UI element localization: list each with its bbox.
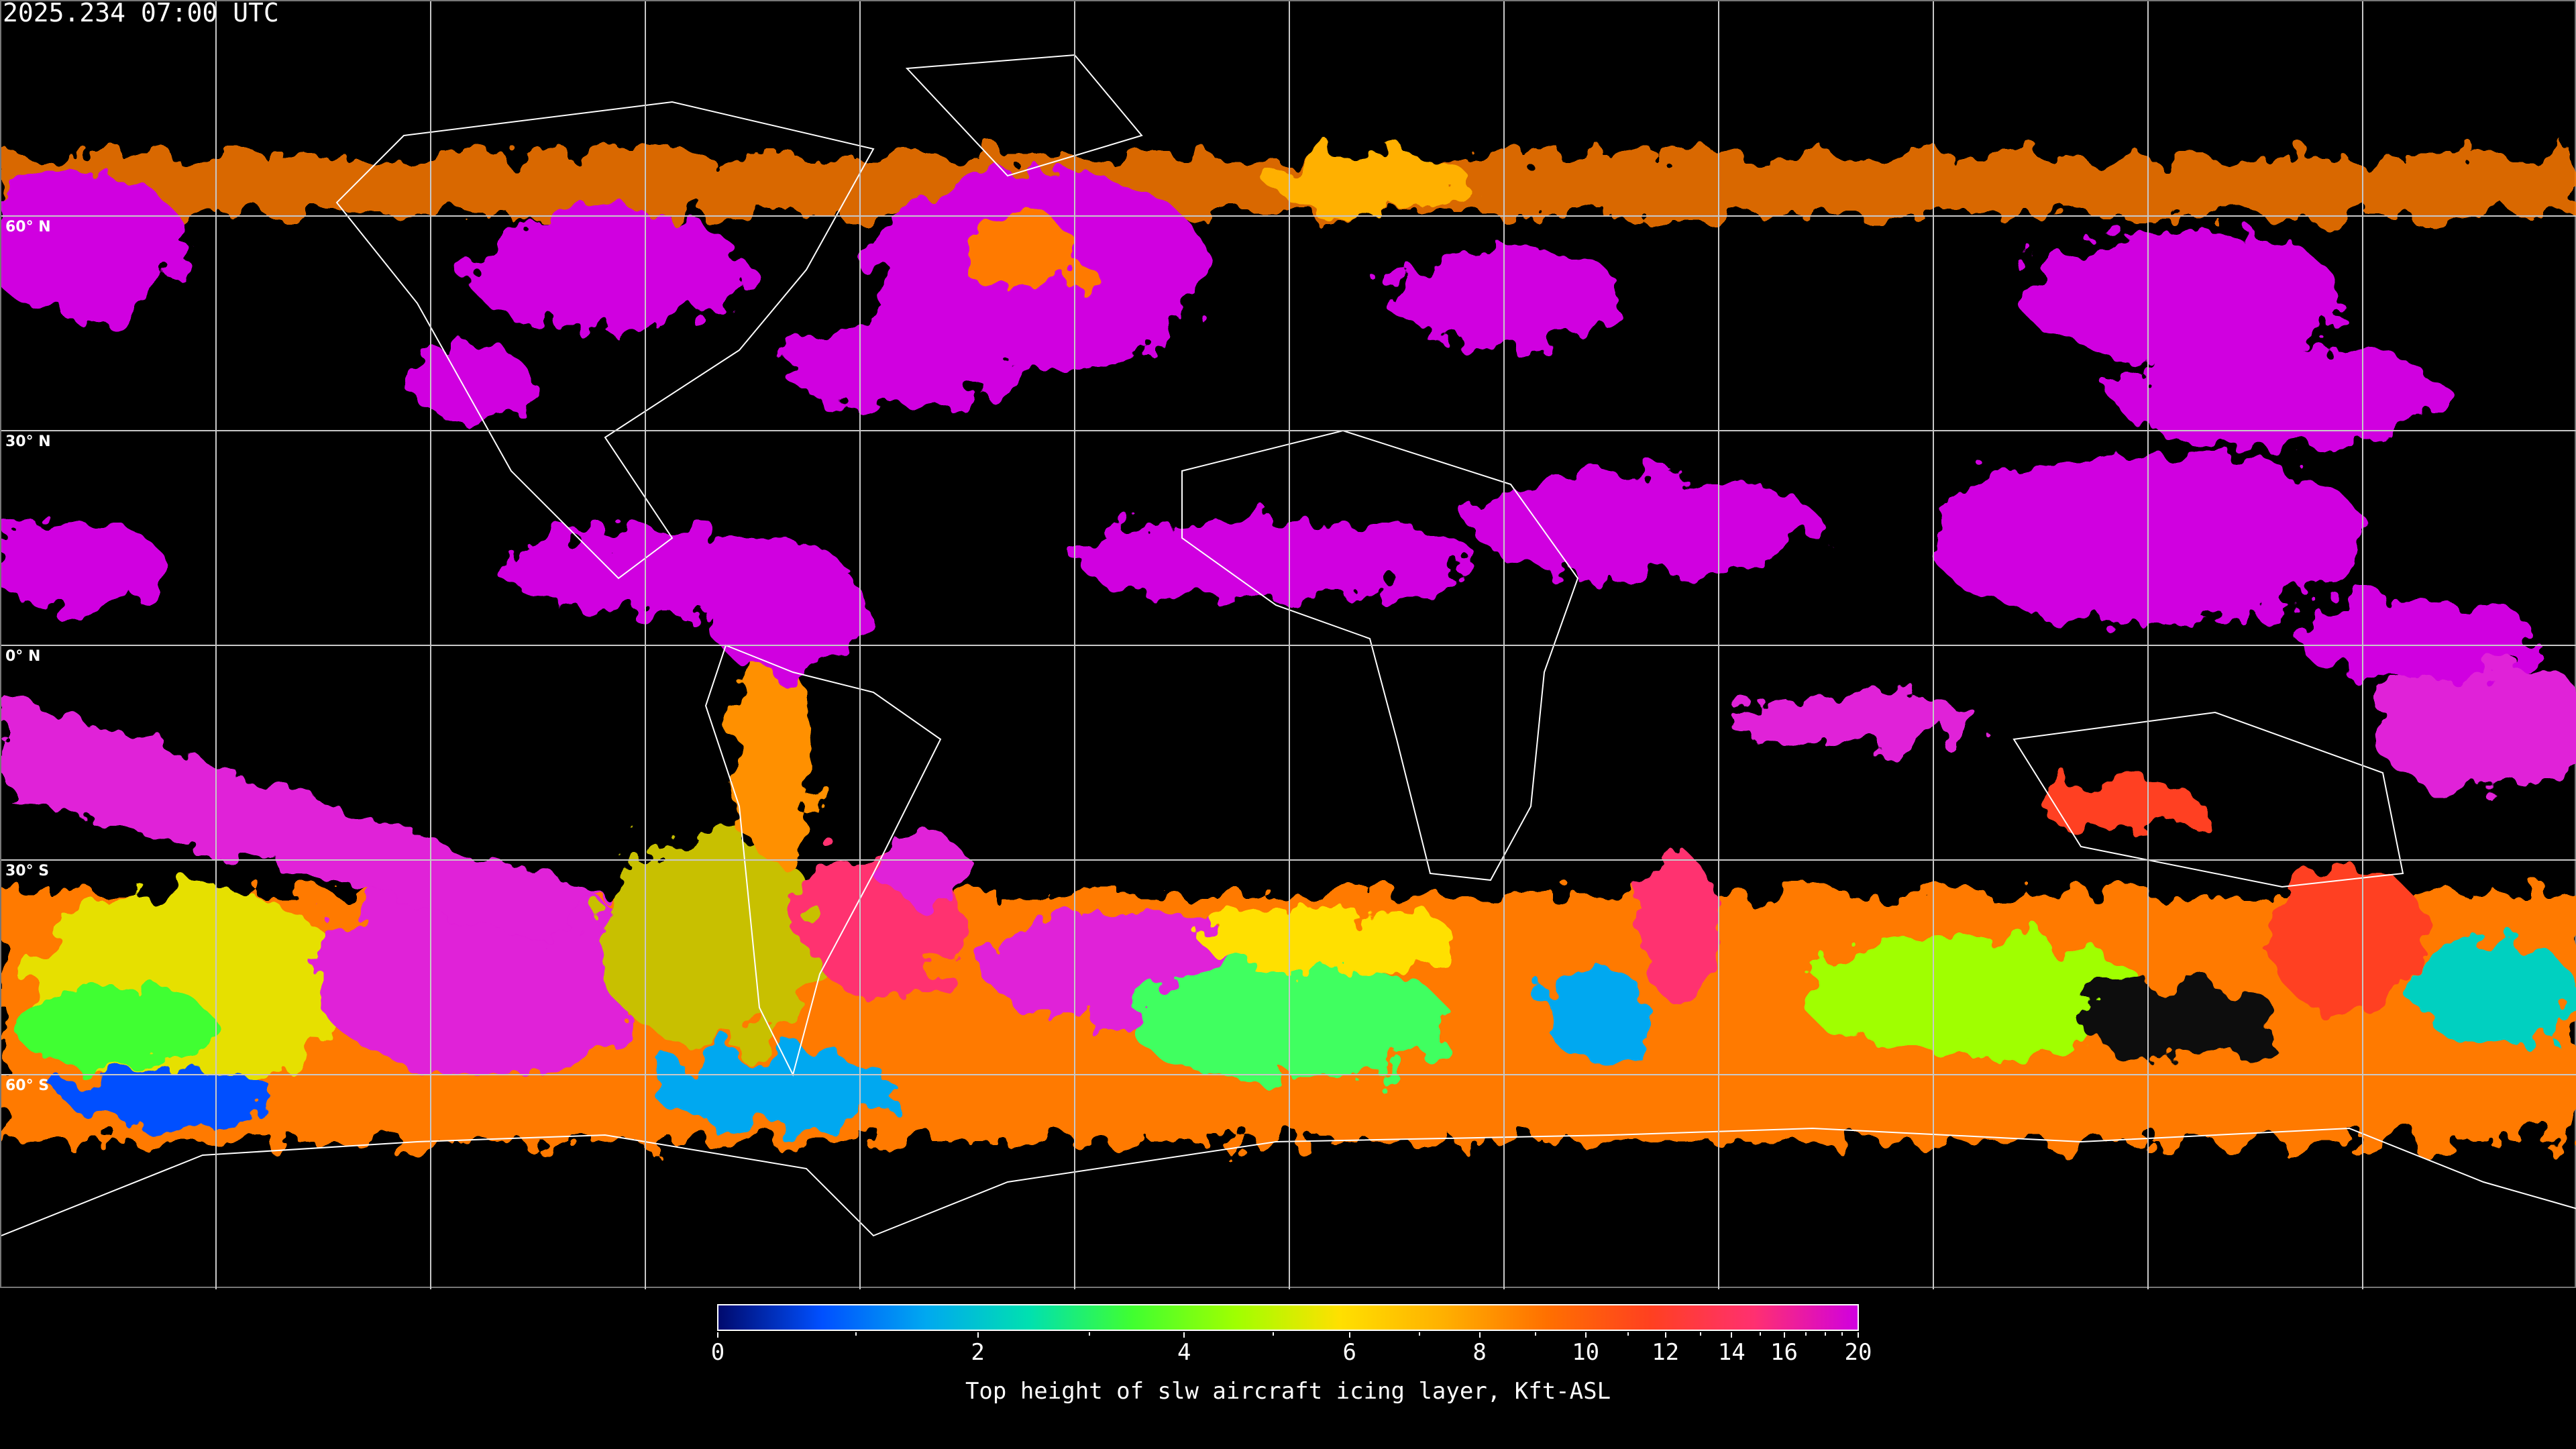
colorbar-minor-tick <box>1089 1332 1091 1336</box>
south-america-coastline <box>704 644 942 1077</box>
icing-area <box>1202 907 1457 974</box>
icing-area <box>310 873 659 1075</box>
colorbar-major-tick <box>1585 1332 1587 1338</box>
lat-label-30s: 30° S <box>5 863 50 879</box>
colorbar-minor-tick <box>1824 1332 1826 1336</box>
icing-area <box>0 169 182 317</box>
colorbar-minor-tick <box>1418 1332 1420 1336</box>
colorbar-major-tick <box>1731 1332 1733 1338</box>
graticule <box>1 1 2576 1289</box>
icing-area <box>961 216 1081 297</box>
colorbar-major-tick <box>1664 1332 1666 1338</box>
lat-label-equator: 0° N <box>5 648 41 665</box>
icing-area <box>706 551 867 672</box>
colorbar-tick-label: 4 <box>1177 1339 1191 1366</box>
icing-areas <box>0 149 2576 1142</box>
colorbar-tick-label: 16 <box>1770 1339 1798 1366</box>
icing-area <box>1269 149 1470 216</box>
colorbar-tick-label: 2 <box>971 1339 985 1366</box>
colorbar-tick-label: 0 <box>710 1339 725 1366</box>
lat-label-60n: 60° N <box>5 219 51 235</box>
greenland-coastline <box>905 54 1143 177</box>
icing-area <box>1544 967 1652 1061</box>
icing-area <box>652 1048 894 1128</box>
colorbar-tick-label: 20 <box>1844 1339 1872 1366</box>
colorbar-minor-tick <box>1700 1332 1702 1336</box>
colorbar-tick-label: 6 <box>1342 1339 1357 1366</box>
icing-area <box>873 833 967 900</box>
colorbar-minor-tick <box>855 1332 857 1336</box>
icing-area <box>15 987 216 1068</box>
australia-coastline <box>2012 711 2404 888</box>
icing-area <box>2416 941 2576 1048</box>
icing-area <box>1799 934 2148 1055</box>
icing-area <box>2081 981 2282 1061</box>
colorbar <box>717 1304 1859 1331</box>
timestamp-title: 2025.234 07:00 UTC <box>3 0 279 28</box>
colorbar-minor-tick <box>1272 1332 1274 1336</box>
icing-area <box>2114 343 2450 451</box>
colorbar-tick-label: 10 <box>1572 1339 1600 1366</box>
icing-area <box>2041 780 2202 833</box>
icing-area <box>411 343 531 424</box>
icing-area <box>598 833 826 1048</box>
lat-label-30n: 30° N <box>5 433 51 450</box>
icing-area <box>1 692 605 941</box>
colorbar-tick-label: 14 <box>1717 1339 1746 1366</box>
lat-label-60s: 60° S <box>5 1077 50 1094</box>
icing-area <box>733 659 813 860</box>
colorbar-minor-tick <box>1841 1332 1843 1336</box>
colorbar-tick-label: 12 <box>1652 1339 1680 1366</box>
colorbar-minor-tick <box>1759 1332 1761 1336</box>
icing-area <box>464 209 746 330</box>
colorbar-tick-label: 8 <box>1472 1339 1487 1366</box>
colorbar-major-tick <box>1783 1332 1785 1338</box>
colorbar-minor-tick <box>1805 1332 1807 1336</box>
icing-area <box>2296 598 2537 679</box>
icing-area <box>1725 692 1980 746</box>
colorbar-major-tick <box>977 1332 979 1338</box>
colorbar-major-tick <box>1858 1332 1859 1338</box>
coastlines <box>1 54 2576 1237</box>
icing-area <box>2269 867 2430 1014</box>
icing-area <box>0 518 162 612</box>
africa-coastline <box>1181 429 1579 881</box>
icing-area <box>1470 471 1819 578</box>
colorbar-label: Top height of slw aircraft icing layer, … <box>965 1378 1611 1405</box>
colorbar-major-tick <box>1183 1332 1185 1338</box>
colorbar-major-tick <box>1479 1332 1481 1338</box>
icing-area <box>2021 229 2343 364</box>
north-america-coastline <box>335 101 875 580</box>
colorbar-minor-tick <box>1627 1332 1629 1336</box>
icing-area <box>1075 518 1477 598</box>
colorbar-major-tick <box>717 1332 718 1338</box>
colorbar-major-tick <box>1348 1332 1350 1338</box>
icing-map: 60° N 30° N 0° N 30° S 60° S <box>0 0 2576 1289</box>
icing-field <box>0 1 2576 1289</box>
colorbar-minor-tick <box>1534 1332 1536 1336</box>
icing-area <box>1638 853 1719 1001</box>
antarctica-coastline <box>1 1127 2576 1237</box>
icing-area <box>2369 659 2576 793</box>
icing-area <box>62 1068 276 1122</box>
